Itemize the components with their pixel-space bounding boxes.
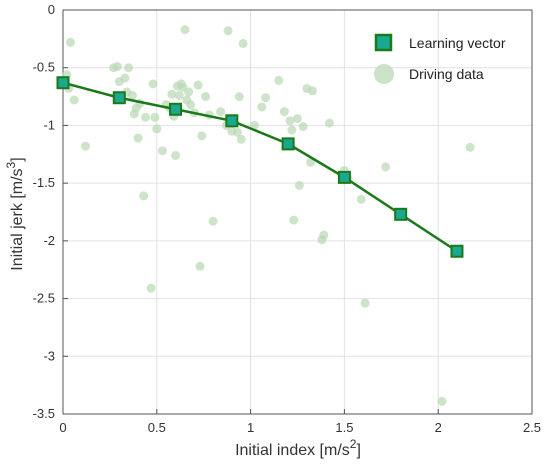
driving-data-point-73 xyxy=(437,396,447,406)
driving-data-point-51 xyxy=(249,120,259,130)
driving-data-point-49 xyxy=(236,134,246,144)
driving-data-point-29 xyxy=(174,90,184,100)
legend-label-learning-vector: Learning vector xyxy=(409,35,506,51)
driving-data-point-21 xyxy=(152,124,162,134)
y-tick-label-5: -2.5 xyxy=(33,291,55,306)
learning-vector-marker-7 xyxy=(450,244,464,258)
driving-data-point-8 xyxy=(120,73,130,83)
learning-vector-marker-5 xyxy=(337,170,351,184)
driving-data-point-66 xyxy=(319,230,329,240)
learning-vector-series xyxy=(56,76,464,258)
driving-data-point-42 xyxy=(208,216,218,226)
legend: Learning vector Driving data xyxy=(374,33,506,84)
driving-data-point-59 xyxy=(293,114,302,124)
driving-data-point-43 xyxy=(216,107,226,117)
driving-data-point-19 xyxy=(148,79,158,89)
driving-data-point-18 xyxy=(146,283,156,293)
driving-data-point-67 xyxy=(324,118,334,128)
x-axis-label-close: ] xyxy=(356,442,360,459)
learning-vector-marker-1 xyxy=(112,91,126,105)
y-axis-label-sup: 3 xyxy=(4,161,18,168)
driving-data-point-56 xyxy=(285,116,295,126)
x-tick-label-3: 1.5 xyxy=(335,420,353,435)
driving-data-points xyxy=(62,25,475,406)
driving-data-point-71 xyxy=(360,298,370,308)
driving-data-point-14 xyxy=(133,133,143,143)
y-tick-label-4: -2 xyxy=(43,233,55,248)
driving-data-point-40 xyxy=(201,92,211,102)
axes xyxy=(62,9,533,415)
learning-vector-line xyxy=(62,81,458,253)
driving-data-point-52 xyxy=(257,102,267,112)
driving-data-point-4 xyxy=(81,141,91,151)
driving-data-point-50 xyxy=(238,38,248,48)
x-tick-label-1: 0.5 xyxy=(148,420,166,435)
learning-vector-marker-0 xyxy=(56,76,70,90)
driving-data-point-47 xyxy=(232,127,242,137)
driving-data-point-37 xyxy=(193,80,203,90)
driving-data-point-61 xyxy=(298,122,308,132)
learning-vector-marker-3 xyxy=(225,114,239,128)
plot-area xyxy=(63,10,532,414)
axes-frame xyxy=(62,9,533,415)
x-axis-label: Initial index [m/s2] xyxy=(235,437,361,459)
tick-labels: 0 0.5 1 1.5 2 2.5 0 -0.5 -1 -1.5 -2 -2.5 -3 -3.5 xyxy=(33,2,541,435)
driving-data-point-25 xyxy=(167,89,177,99)
legend-marker-driving-data xyxy=(374,64,394,84)
driving-data-point-64 xyxy=(308,86,318,96)
legend-label-driving-data: Driving data xyxy=(409,66,484,82)
x-tick-label-4: 2 xyxy=(435,420,442,435)
y-tick-label-3: -1.5 xyxy=(33,175,55,190)
learning-vector-marker-4 xyxy=(281,137,295,151)
y-tick-label-0: 0 xyxy=(48,2,55,17)
driving-data-point-55 xyxy=(279,107,289,117)
driving-data-point-74 xyxy=(465,142,475,152)
driving-data-point-45 xyxy=(223,26,233,36)
driving-data-point-34 xyxy=(184,87,194,97)
driving-data-point-72 xyxy=(381,162,391,172)
driving-data-point-16 xyxy=(139,191,149,201)
driving-data-point-70 xyxy=(356,194,366,204)
learning-vector-marker-6 xyxy=(394,207,408,221)
driving-data-point-57 xyxy=(287,125,297,135)
y-tick-label-1: -0.5 xyxy=(33,60,55,75)
driving-data-point-32 xyxy=(180,25,190,35)
driving-data-point-6 xyxy=(112,62,122,72)
x-tick-label-5: 2.5 xyxy=(523,420,541,435)
x-tick-label-0: 0 xyxy=(59,420,66,435)
driving-data-point-39 xyxy=(197,131,207,141)
legend-marker-learning-vector xyxy=(374,33,393,52)
driving-data-point-48 xyxy=(234,92,244,102)
driving-data-point-60 xyxy=(294,180,304,190)
driving-data-point-58 xyxy=(289,215,299,225)
driving-data-point-27 xyxy=(171,150,181,160)
x-axis-label-base: Initial index [m/s xyxy=(235,442,350,459)
driving-data-point-3 xyxy=(69,95,79,105)
driving-data-point-53 xyxy=(261,93,271,103)
x-tick-label-2: 1 xyxy=(247,420,254,435)
y-tick-label-6: -3 xyxy=(43,348,55,363)
driving-data-point-11 xyxy=(127,90,137,100)
driving-data-point-35 xyxy=(186,100,196,110)
driving-data-point-38 xyxy=(195,261,205,271)
driving-data-point-1 xyxy=(66,37,76,47)
y-tick-label-2: -1 xyxy=(43,117,55,132)
x-axis-label-sup: 2 xyxy=(350,437,357,451)
driving-data-point-17 xyxy=(141,112,151,122)
driving-data-point-20 xyxy=(150,112,160,122)
y-tick-label-7: -3.5 xyxy=(33,406,55,421)
y-axis-label-base: Initial jerk [m/s xyxy=(9,168,26,270)
driving-data-point-63 xyxy=(306,157,316,167)
learning-vector-marker-2 xyxy=(169,102,183,116)
driving-data-point-9 xyxy=(124,63,134,73)
driving-data-point-54 xyxy=(274,75,284,85)
y-axis-label-close: ] xyxy=(9,157,26,161)
driving-data-point-22 xyxy=(157,146,167,156)
y-axis-label: Initial jerk [m/s3] xyxy=(4,157,26,270)
